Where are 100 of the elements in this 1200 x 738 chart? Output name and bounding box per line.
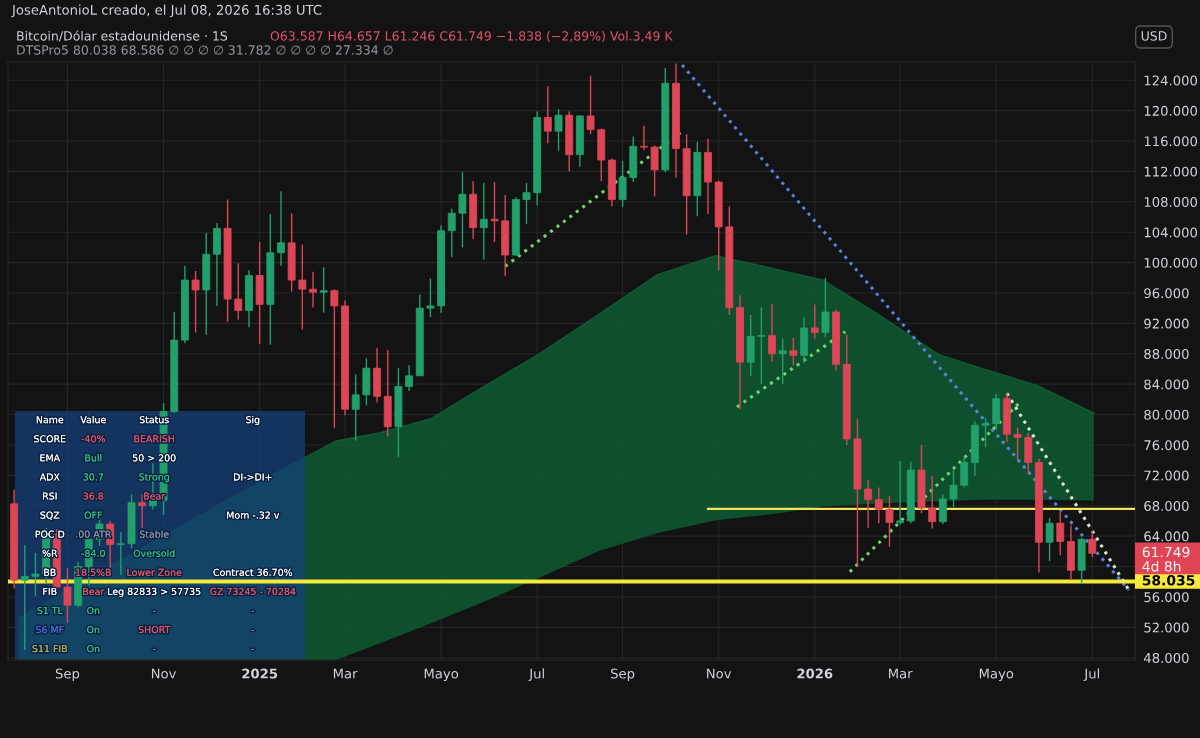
text: S6 MF <box>36 625 64 634</box>
y-tick-label: 64.000 <box>1144 531 1189 542</box>
category-label: Status <box>139 416 169 424</box>
candlestick <box>277 190 285 267</box>
x-tick-label: Jul <box>528 668 544 681</box>
x-tick-label: Nov <box>707 668 732 679</box>
text: OFF <box>84 511 102 519</box>
candlestick <box>191 270 200 334</box>
y-tick-label: 116.000 <box>1144 136 1198 147</box>
y-tick-label: 120.000 <box>1144 105 1198 116</box>
text: S1 TL <box>37 606 63 615</box>
candlestick <box>874 486 883 524</box>
y-tick-label: 80.000 <box>1144 409 1189 420</box>
y-tick-label: 72.000 <box>1144 470 1189 481</box>
x-tick-label: Mar <box>888 668 913 679</box>
category-label: Value <box>80 415 106 424</box>
candlestick <box>938 493 947 525</box>
candlestick <box>960 455 969 489</box>
candlestick <box>885 495 894 548</box>
y-tick-label: 68.000 <box>1144 500 1189 511</box>
x-tick-label: 2025 <box>242 668 278 679</box>
text: .00 ATR <box>76 530 112 538</box>
candlestick <box>821 277 830 338</box>
candlestick <box>543 85 552 144</box>
text: Contract 36.70% <box>213 568 293 576</box>
text: Lower Zone <box>127 568 182 576</box>
text: SCORE <box>34 435 66 443</box>
y-tick-label: 100.000 <box>1144 257 1198 268</box>
text: 18.5%B <box>76 568 111 576</box>
candlestick <box>330 288 339 429</box>
candlestick <box>234 262 243 321</box>
x-tick-label: Sep <box>611 668 635 682</box>
x-tick-label: Sep <box>55 668 80 682</box>
y-tick-label: 124.000 <box>1144 75 1198 86</box>
text: Mom -.32 v <box>227 511 280 519</box>
candlestick <box>116 531 125 576</box>
candlestick <box>1056 511 1065 556</box>
text: - <box>152 649 156 650</box>
candlestick <box>20 544 29 651</box>
candlestick <box>618 160 627 208</box>
x-tick-label: Mayo <box>424 668 459 682</box>
text: S11 FIB <box>32 645 67 653</box>
y-tick-label: 104.000 <box>1144 227 1198 238</box>
candlestick <box>586 74 595 135</box>
x-tick-label: Mayo <box>979 668 1014 682</box>
candlestick <box>426 277 435 319</box>
candlestick <box>650 144 659 198</box>
text: SQZ <box>40 511 60 520</box>
ref-line-label: 58.035 <box>1142 574 1195 586</box>
text: USD <box>1141 31 1167 41</box>
text: FIB <box>43 587 57 595</box>
candlestick <box>757 306 766 385</box>
category-label: Sig <box>246 415 260 426</box>
y-tick-label: 52.000 <box>1144 622 1189 633</box>
text: EMA <box>40 454 61 462</box>
x-tick-label: 2026 <box>797 668 833 679</box>
text: BEARISH <box>134 435 174 443</box>
y-tick-label: 56.000 <box>1144 592 1189 603</box>
candlestick <box>405 364 414 392</box>
candlestick <box>309 271 317 309</box>
candlestick <box>928 475 937 530</box>
candlestick <box>31 552 40 597</box>
text: 36.8 <box>83 492 104 500</box>
text: GZ 73245 - 70284 <box>210 587 296 595</box>
candlestick <box>864 479 873 529</box>
y-tick-label: 96.000 <box>1144 288 1189 299</box>
text: POC D <box>35 530 65 538</box>
text: Bear <box>144 492 166 500</box>
text: Stable <box>139 530 169 538</box>
candlestick <box>319 266 328 314</box>
text: - <box>251 610 255 612</box>
text: - <box>251 630 255 631</box>
text: 30.7 <box>83 473 104 481</box>
candlestick <box>640 125 648 151</box>
text: JoseAntonioL creado, el Jul 08, 2026 16:38 UTC <box>11 4 322 18</box>
category-label: Name <box>36 416 64 424</box>
y-tick-label: 76.000 <box>1144 440 1189 451</box>
text: On <box>87 645 100 653</box>
candlestick <box>554 108 563 152</box>
text: On <box>87 606 100 615</box>
chart-title: Bitcoin/Dólar estadounidense · 1S <box>17 30 228 42</box>
text: DI->DI+ <box>234 473 272 481</box>
text: 50 > 200 <box>132 454 176 462</box>
text: 4d 8h <box>1142 560 1181 572</box>
candlestick <box>896 460 905 526</box>
x-tick-label: Nov <box>151 668 177 679</box>
candlestick <box>298 243 307 331</box>
text: Oversold <box>133 549 175 557</box>
y-tick-label: 88.000 <box>1144 349 1189 359</box>
candlestick <box>778 337 787 385</box>
text: - <box>251 649 255 650</box>
y-tick-label: 108.000 <box>1144 197 1198 208</box>
candlestick <box>522 182 531 225</box>
text: 61.749 <box>1142 546 1190 558</box>
chart-subtitle: O63.587 H64.657 L61.246 C61.749 −1.838 (−2,89%) Vol.3,49 K <box>270 30 673 43</box>
candlestick <box>1088 530 1097 558</box>
candlestick <box>479 182 488 261</box>
text: ADX <box>39 473 60 481</box>
candlestick <box>490 181 499 243</box>
candlestick <box>458 171 467 249</box>
